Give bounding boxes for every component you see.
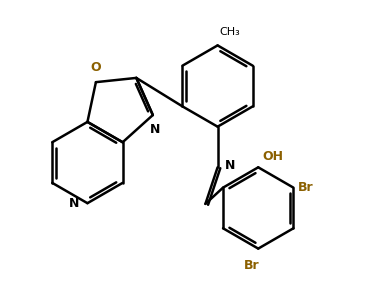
- Text: Br: Br: [244, 259, 260, 272]
- Text: OH: OH: [262, 150, 283, 163]
- Text: N: N: [150, 123, 160, 136]
- Text: CH₃: CH₃: [220, 27, 240, 37]
- Text: N: N: [225, 159, 235, 172]
- Text: N: N: [69, 197, 79, 210]
- Text: O: O: [90, 61, 101, 74]
- Text: Br: Br: [298, 181, 313, 194]
